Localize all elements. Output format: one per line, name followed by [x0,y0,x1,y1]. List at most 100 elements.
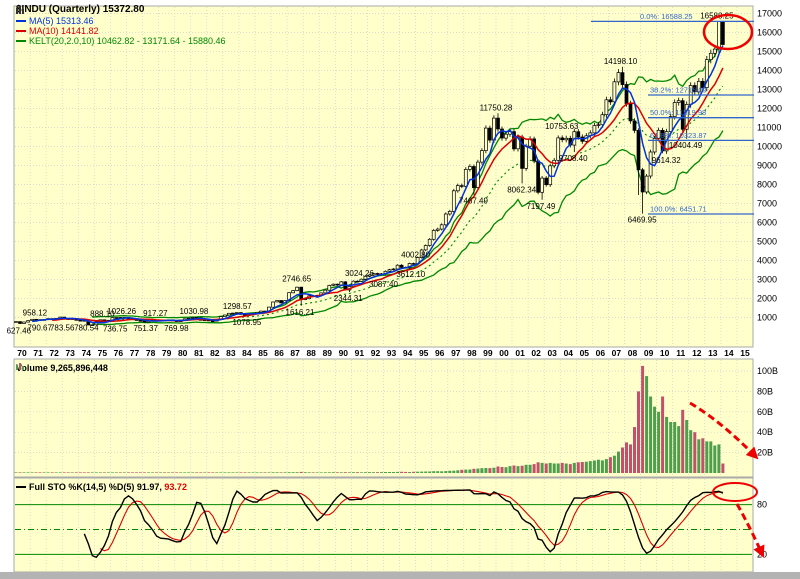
year-tick: 72 [49,348,59,358]
price-label: 1026.26 [107,307,136,316]
fib-retracement: 0.0%: 16588.25 38.2%: 12716.09 50.0%: 1151… [591,12,754,215]
fib-label: 61.8%: 10323.87 [650,131,707,140]
year-tick: 89 [323,348,333,358]
price-label: 3612.10 [396,270,425,279]
year-tick: 73 [65,348,75,358]
year-tick: 09 [644,348,654,358]
timeframe: (Quarterly) [48,4,100,15]
year-tick: 03 [547,348,557,358]
sto-d-value: 93.72 [164,482,187,492]
price-label: 627.46 [7,327,32,336]
year-tick: 02 [531,348,541,358]
volume-tick: 100B [757,366,778,376]
price-tick: 13000 [757,85,782,95]
price-tick: 4000 [757,256,777,266]
year-tick: 90 [339,348,349,358]
price-label: 2746.65 [282,274,311,283]
year-tick: 14 [724,348,734,358]
sto-swatch [16,486,26,488]
price-label: 7197.49 [526,202,555,211]
fib-label: 100.0%: 6451.71 [650,205,707,214]
year-tick: 85 [258,348,268,358]
symbol: $INDU [16,4,47,15]
volume-tick: 80B [757,386,773,396]
price-label: 1298.57 [223,302,252,311]
price-label: 4002.80 [401,251,430,260]
price-tick: 9000 [757,161,777,171]
price-label: 9614.32 [652,156,681,165]
price-tick: 1000 [757,313,777,323]
stochastic [15,504,752,555]
price-label: 2344.31 [334,294,363,303]
price-label: 780.54 [74,324,99,333]
ma5-legend: MA(5) 15313.46 [16,16,226,26]
chart-type-icon [16,6,24,14]
year-tick: 04 [564,348,574,358]
price-tick: 14000 [757,66,782,76]
price-tick: 6000 [757,218,777,228]
price-label: 11750.28 [480,103,513,112]
price-label: 751.37 [133,324,158,333]
trend-arrow [689,401,759,460]
year-tick: 83 [226,348,236,358]
year-tick: 86 [274,348,284,358]
keltner-legend: KELT(20,2.0,10) 10462.82 - 13171.64 - 15… [16,36,226,46]
year-tick: 12 [692,348,702,358]
price-label: 1030.98 [179,307,208,316]
keltner-lower-band [92,130,724,326]
year-tick: 95 [419,348,429,358]
ma10-swatch [16,30,26,32]
year-tick: 71 [33,348,43,358]
year-tick: 92 [371,348,381,358]
volume-value: 9,265,896,448 [50,363,108,373]
keltner-value: 10462.82 - 13171.64 - 15880.46 [96,36,226,46]
price-label: 783.56 [50,324,75,333]
price-label: 6469.95 [628,216,657,225]
ma5-swatch [16,20,26,22]
year-tick: 91 [355,348,365,358]
year-tick: 07 [612,348,622,358]
year-tick: 87 [290,348,300,358]
ma10-legend: MA(10) 14141.82 [16,26,226,36]
chart-title: $INDU (Quarterly) 15372.80 [16,5,226,15]
last-price: 15372.80 [102,4,145,15]
volume-tick: 20B [757,448,773,458]
price-label: 3087.40 [369,280,398,289]
year-tick: 77 [130,348,140,358]
price-tick: 17000 [757,9,782,19]
sto-k-value: 91.97, [136,482,162,492]
price-label: 7467.49 [459,197,488,206]
volume-label: Volume [16,363,48,373]
year-tick: 15 [740,348,750,358]
price-tick: 12000 [757,104,782,114]
price-label: 9708.40 [559,154,588,163]
year-tick: 97 [451,348,461,358]
year-tick: 79 [162,348,172,358]
year-tick: 75 [98,348,108,358]
price-tick: 16000 [757,28,782,38]
year-tick: 78 [146,348,156,358]
fib-label: 50.0%: 11519.98 [650,108,706,117]
volume-tick: 60B [757,407,773,417]
price-label: 10404.49 [669,141,703,150]
volume-icon [16,363,24,370]
price-label: 3024.26 [345,269,374,278]
year-tick: 01 [515,348,525,358]
year-tick: 06 [596,348,606,358]
volume-legend: Volume 9,265,896,448 [16,362,108,373]
year-tick: 08 [628,348,638,358]
price-label: 10753.63 [545,122,579,131]
price-tick: 7000 [757,199,777,209]
sto-k-line [83,489,724,559]
highlight-ellipse [712,482,758,502]
year-tick: 94 [403,348,413,358]
cropped-footer [0,572,800,579]
sto-label: Full STO %K(14,5) %D(5) [29,482,135,492]
year-tick: 05 [580,348,590,358]
price-tick: 10000 [757,142,782,152]
chart-legend: $INDU (Quarterly) 15372.80 MA(5) 15313.4… [16,5,226,46]
year-tick: 00 [499,348,509,358]
year-tick: 96 [435,348,445,358]
